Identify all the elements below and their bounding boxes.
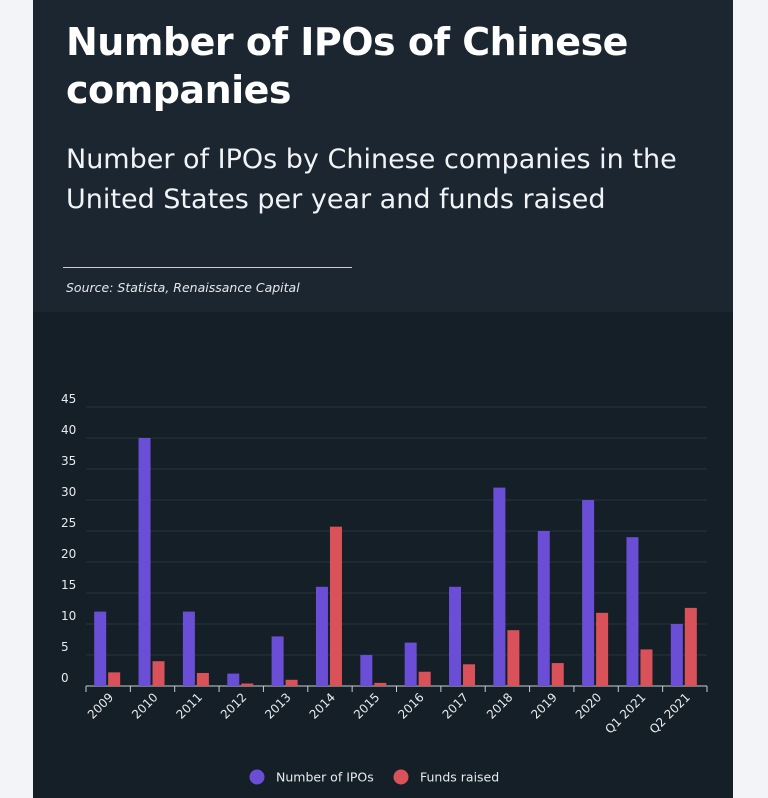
bar-number-of-ipos: [182, 611, 195, 686]
y-tick-label: 45: [61, 392, 76, 406]
bar-number-of-ipos: [537, 531, 550, 686]
y-tick-label: 40: [61, 423, 76, 437]
bar-funds-raised: [418, 671, 431, 686]
bar-funds-raised: [596, 612, 609, 686]
x-tick-label: 2018: [484, 690, 515, 721]
chart-title: Number of IPOs of Chinese companies: [66, 20, 628, 112]
y-tick-label: 0: [61, 671, 69, 685]
x-tick-label: 2015: [351, 690, 382, 721]
x-axis: 2009 2010 2011 2012 2013 2014 2015 2016 2017 2018…: [85, 686, 708, 736]
legend-label: Number of IPOs: [276, 770, 374, 785]
bar-funds-raised: [374, 682, 387, 686]
x-tick-label: 2019: [528, 690, 559, 721]
y-tick-label: 30: [61, 485, 76, 499]
x-tick-label: Q1 2021: [602, 690, 648, 736]
bar-number-of-ipos: [493, 487, 506, 686]
bar-funds-raised: [241, 683, 254, 686]
x-tick-label: 2012: [218, 690, 249, 721]
bar-number-of-ipos: [404, 642, 417, 686]
x-tick-label: 2011: [174, 690, 205, 721]
bar-number-of-ipos: [670, 624, 683, 686]
bar-number-of-ipos: [138, 438, 151, 686]
bar-number-of-ipos: [94, 611, 107, 686]
bar-funds-raised: [108, 672, 121, 686]
bar-number-of-ipos: [626, 537, 639, 686]
x-tick-label: 2013: [262, 690, 293, 721]
chart-card: Number of IPOs of Chinese companies Numb…: [33, 0, 733, 798]
bar-funds-raised: [329, 526, 342, 686]
source-note: Source: Statista, Renaissance Capital: [66, 280, 300, 295]
bar-funds-raised: [463, 664, 476, 686]
y-tick-label: 35: [61, 454, 76, 468]
bar-number-of-ipos: [582, 500, 595, 686]
y-tick-label: 10: [61, 609, 76, 623]
y-tick-label: 15: [61, 578, 76, 592]
legend-swatch: [249, 769, 265, 785]
bars: [94, 438, 697, 686]
bar-funds-raised: [507, 630, 520, 686]
chart-header: Number of IPOs of Chinese companies Numb…: [33, 0, 733, 312]
y-axis-labels: 0 5 10 15 20 25 30 35 40 45: [61, 392, 76, 685]
legend-label: Funds raised: [420, 770, 499, 785]
legend: Number of IPOs Funds raised: [249, 769, 499, 785]
legend-swatch: [393, 769, 409, 785]
x-tick-label: Q2 2021: [647, 690, 693, 736]
bar-number-of-ipos: [315, 586, 328, 686]
x-tick-label: 2016: [395, 690, 426, 721]
gridlines: [86, 406, 707, 687]
bar-number-of-ipos: [449, 586, 462, 686]
y-tick-label: 25: [61, 516, 76, 530]
bar-funds-raised: [152, 661, 165, 686]
header-divider: [63, 267, 352, 268]
bar-number-of-ipos: [271, 636, 284, 686]
x-tick-label: 2010: [129, 690, 160, 721]
bar-funds-raised: [684, 607, 697, 686]
bar-number-of-ipos: [360, 655, 373, 686]
bar-funds-raised: [285, 679, 298, 686]
x-tick-label: 2009: [85, 690, 116, 721]
y-tick-label: 20: [61, 547, 76, 561]
y-tick-label: 5: [61, 640, 69, 654]
bar-funds-raised: [640, 649, 653, 686]
x-tick-label: 2014: [307, 690, 338, 721]
bar-funds-raised: [196, 672, 209, 686]
chart-subtitle: Number of IPOs by Chinese companies in t…: [66, 144, 677, 215]
x-tick-label: 2017: [440, 690, 471, 721]
bar-number-of-ipos: [227, 673, 240, 686]
bar-funds-raised: [551, 663, 564, 686]
x-tick-label: 2020: [573, 690, 604, 721]
